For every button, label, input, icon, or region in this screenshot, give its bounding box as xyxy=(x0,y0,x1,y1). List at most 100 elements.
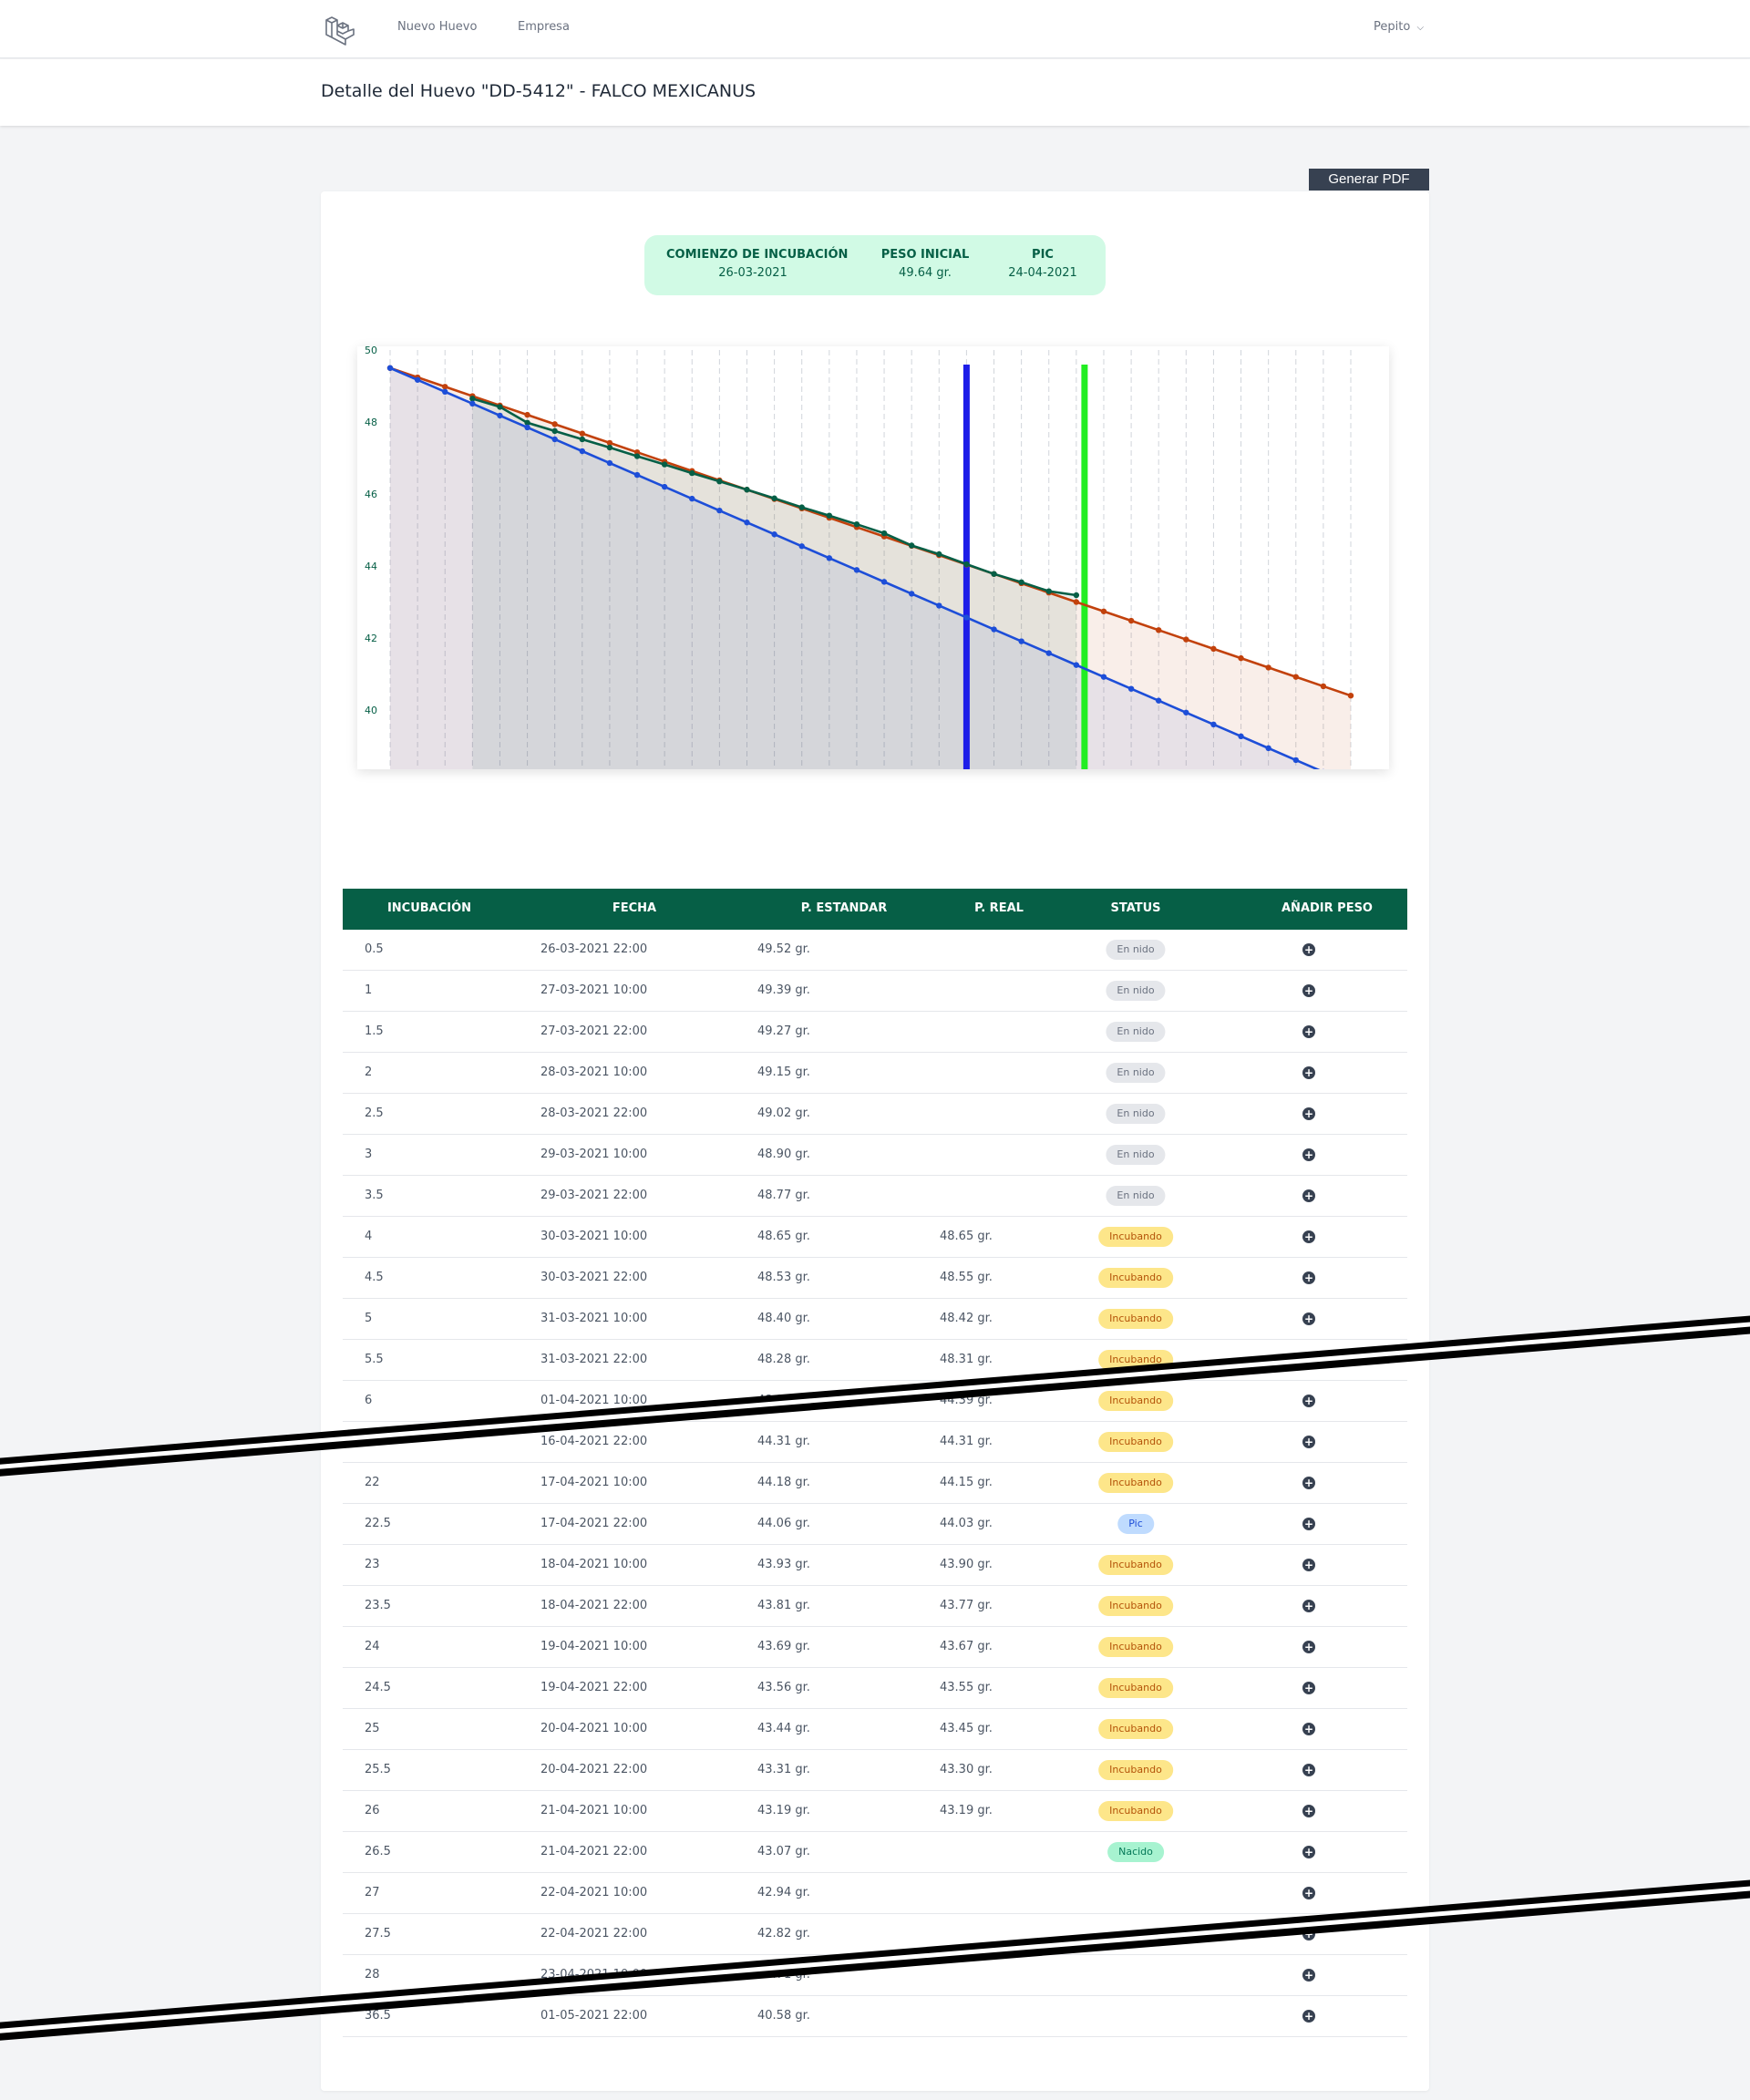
cell-incubacion: 22 xyxy=(365,1476,380,1489)
add-weight-icon[interactable]: + xyxy=(1302,2010,1315,2023)
cell-incubacion: 22.5 xyxy=(365,1517,391,1530)
table-row: 36.5 01-05-2021 22:00 40.58 gr. + xyxy=(343,1996,1407,2037)
y-tick-label: 50 xyxy=(365,345,377,356)
data-point xyxy=(1265,664,1271,671)
cell-incubacion: 0.5 xyxy=(365,942,384,956)
cell-incubacion: 26 xyxy=(365,1804,380,1817)
add-weight-icon[interactable]: + xyxy=(1302,1107,1315,1120)
data-point xyxy=(936,602,942,609)
add-weight-icon[interactable]: + xyxy=(1302,1271,1315,1284)
cell-p-estandar: 43.31 gr. xyxy=(757,1763,810,1776)
cell-p-real: 43.67 gr. xyxy=(940,1640,993,1653)
data-point xyxy=(469,400,476,407)
user-menu-dropdown[interactable]: Pepito ⌵ xyxy=(1374,20,1424,34)
cell-fecha: 18-04-2021 22:00 xyxy=(540,1599,648,1612)
data-point xyxy=(524,419,530,426)
table-row: 25 20-04-2021 10:00 43.44 gr. 43.45 gr. Incu… xyxy=(343,1709,1407,1750)
data-point xyxy=(579,430,585,437)
add-weight-icon[interactable]: + xyxy=(1302,1518,1315,1530)
th-fecha: FECHA xyxy=(612,901,657,915)
data-point xyxy=(1320,683,1327,690)
nav-link-empresa[interactable]: Empresa xyxy=(518,20,570,34)
data-point xyxy=(633,453,641,459)
stat-value: 24-04-2021 xyxy=(1008,266,1077,280)
cell-p-real: 43.77 gr. xyxy=(940,1599,993,1612)
add-weight-icon[interactable]: + xyxy=(1302,1025,1315,1038)
nav-link-nuevo-huevo[interactable]: Nuevo Huevo xyxy=(397,20,478,34)
add-weight-icon[interactable]: + xyxy=(1302,943,1315,956)
cell-fecha: 28-03-2021 10:00 xyxy=(540,1065,648,1079)
add-weight-icon[interactable]: + xyxy=(1302,1189,1315,1202)
cell-p-real: 48.42 gr. xyxy=(940,1312,993,1325)
cell-p-estandar: 43.81 gr. xyxy=(757,1599,810,1612)
add-weight-icon[interactable]: + xyxy=(1302,984,1315,997)
data-point xyxy=(880,530,888,537)
data-point xyxy=(1127,617,1135,624)
data-point xyxy=(880,579,888,585)
cell-fecha: 20-04-2021 10:00 xyxy=(540,1722,648,1735)
table-row: 26 21-04-2021 10:00 43.19 gr. 43.19 gr. Incu… xyxy=(343,1791,1407,1832)
status-badge: En nido xyxy=(1106,981,1166,1001)
data-point xyxy=(579,436,585,443)
weights-table: INCUBACIÓN FECHA P. ESTANDAR P. REAL STA… xyxy=(343,889,1407,2037)
data-point xyxy=(991,571,997,577)
y-tick-label: 44 xyxy=(365,561,377,572)
cell-p-estandar: 43.07 gr. xyxy=(757,1845,810,1858)
cell-p-estandar: 43.44 gr. xyxy=(757,1722,810,1735)
add-weight-icon[interactable]: + xyxy=(1302,1436,1315,1448)
cell-p-real: 44.15 gr. xyxy=(940,1476,993,1489)
add-weight-icon[interactable]: + xyxy=(1302,1600,1315,1612)
generate-pdf-button[interactable]: Generar PDF xyxy=(1309,169,1429,190)
laravel-logo-icon[interactable] xyxy=(323,13,355,46)
cell-p-estandar: 40.58 gr. xyxy=(757,2009,810,2023)
cell-fecha: 19-04-2021 10:00 xyxy=(540,1640,648,1653)
table-header: INCUBACIÓN FECHA P. ESTANDAR P. REAL STA… xyxy=(343,889,1407,930)
cell-p-real: 43.45 gr. xyxy=(940,1722,993,1735)
add-weight-icon[interactable]: + xyxy=(1302,1066,1315,1079)
y-tick-label: 40 xyxy=(365,705,377,716)
stat-label: COMIENZO DE INCUBACIÓN xyxy=(666,248,849,262)
status-badge: Incubando xyxy=(1098,1473,1173,1493)
data-point xyxy=(633,471,641,479)
add-weight-icon[interactable]: + xyxy=(1302,1477,1315,1489)
data-point xyxy=(524,424,530,431)
data-point xyxy=(1100,608,1107,614)
stat-value: 26-03-2021 xyxy=(718,266,788,280)
add-weight-icon[interactable]: + xyxy=(1302,1969,1315,1982)
add-weight-icon[interactable]: + xyxy=(1302,1312,1315,1325)
cell-fecha: 26-03-2021 22:00 xyxy=(540,942,648,956)
cell-incubacion: 26.5 xyxy=(365,1845,391,1858)
cell-fecha: 31-03-2021 22:00 xyxy=(540,1353,648,1366)
cell-p-real: 43.90 gr. xyxy=(940,1558,993,1571)
status-badge: Nacido xyxy=(1107,1842,1164,1862)
cell-incubacion: 25 xyxy=(365,1722,380,1735)
add-weight-icon[interactable]: + xyxy=(1302,1641,1315,1653)
cell-fecha: 18-04-2021 10:00 xyxy=(540,1558,648,1571)
cell-p-estandar: 43.56 gr. xyxy=(757,1681,810,1694)
add-weight-icon[interactable]: + xyxy=(1302,1559,1315,1571)
add-weight-icon[interactable]: + xyxy=(1302,1764,1315,1776)
add-weight-icon[interactable]: + xyxy=(1302,1723,1315,1735)
add-weight-icon[interactable]: + xyxy=(1302,1148,1315,1161)
cell-p-estandar: 43.19 gr. xyxy=(757,1804,810,1817)
add-weight-icon[interactable]: + xyxy=(1302,1846,1315,1858)
cell-incubacion: 36.5 xyxy=(365,2009,391,2023)
add-weight-icon[interactable]: + xyxy=(1302,1395,1315,1407)
data-point xyxy=(497,412,503,419)
table-row: 27 22-04-2021 10:00 42.94 gr. + xyxy=(343,1873,1407,1914)
cell-p-estandar: 48.28 gr. xyxy=(757,1353,810,1366)
add-weight-icon[interactable]: + xyxy=(1302,1887,1315,1899)
add-weight-icon[interactable]: + xyxy=(1302,1805,1315,1817)
add-weight-icon[interactable]: + xyxy=(1302,1230,1315,1243)
cell-fecha: 17-04-2021 22:00 xyxy=(540,1517,648,1530)
weight-chart: 3840424446485012345678910111213141516171… xyxy=(365,345,1354,769)
table-row: 5 31-03-2021 10:00 48.40 gr. 48.42 gr. Incub… xyxy=(343,1299,1407,1340)
data-point xyxy=(744,487,750,493)
data-point xyxy=(442,388,448,396)
cell-incubacion: 1.5 xyxy=(365,1024,384,1038)
add-weight-icon[interactable]: + xyxy=(1302,1682,1315,1694)
cell-incubacion: 4 xyxy=(365,1230,373,1243)
th-p-estandar: P. ESTANDAR xyxy=(800,901,888,915)
egg-detail-card: COMIENZO DE INCUBACIÓN 26-03-2021 PESO I… xyxy=(321,191,1429,2091)
